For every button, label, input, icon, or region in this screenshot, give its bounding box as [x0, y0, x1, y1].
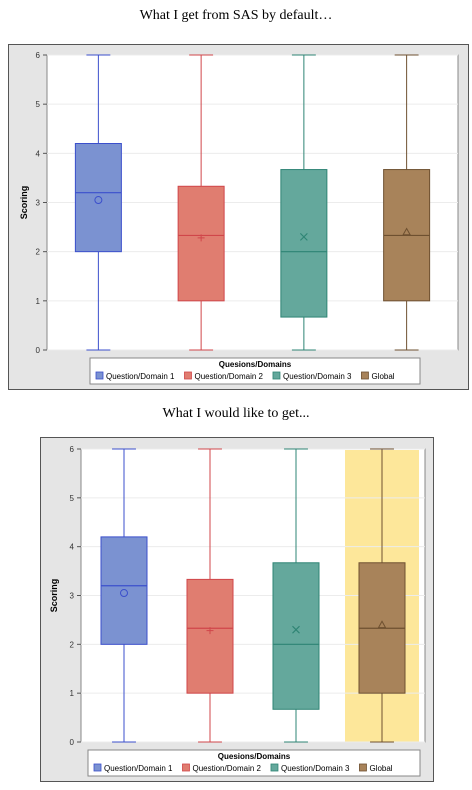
box-iqr: [74, 143, 122, 253]
legend-entry: Question/Domain 3: [283, 372, 352, 381]
legend-entry: Question/Domain 3: [281, 764, 350, 773]
y-tick-label: 6: [36, 51, 41, 60]
legend-box: [87, 749, 421, 777]
chart-panel-default: 0 1 2 3 4 5 6 Scoring Quesions/Domains Question/D…: [8, 44, 469, 390]
caption-top: What I get from SAS by default…: [139, 8, 333, 23]
x-axis-label: Quesions/Domains: [218, 752, 291, 761]
legend-swatch: [93, 763, 102, 772]
mean-marker-plus: [197, 234, 205, 242]
legend-swatch: [272, 371, 281, 380]
y-tick-label: 3: [70, 592, 75, 601]
y-tick-label: 4: [36, 149, 41, 158]
legend-swatch: [359, 763, 367, 772]
box-iqr: [186, 578, 234, 694]
mean-marker-circle: [94, 196, 103, 205]
mean-marker-triangle: [377, 620, 387, 629]
box-iqr: [272, 562, 320, 710]
y-tick-label: 1: [70, 689, 75, 698]
legend-entry: Question/Domain 1: [106, 372, 175, 381]
mean-marker-plus: [206, 627, 214, 635]
caption-bottom: What I would like to get...: [162, 406, 310, 421]
y-axis-label: Scoring: [19, 186, 29, 220]
legend-swatch: [361, 371, 369, 380]
box-iqr: [280, 169, 328, 318]
box-iqr: [177, 185, 225, 302]
mean-marker-circle: [120, 589, 128, 598]
boxplot-chart-default: 0 1 2 3 4 5 6 Scoring Quesions/Domains Question/D…: [19, 51, 459, 385]
legend-entry: Question/Domain 1: [104, 764, 173, 773]
legend-entry: Question/Domain 2: [194, 372, 263, 381]
y-axis-label: Scoring: [49, 579, 59, 613]
legend-box: [89, 357, 421, 385]
boxplot-chart-desired: 0 1 2 3 4 5 6 Scoring Quesions/Domains Question/D…: [49, 445, 426, 777]
y-tick-label: 6: [70, 445, 75, 454]
y-tick-label: 2: [36, 248, 41, 257]
legend-swatch: [182, 763, 190, 772]
x-axis-label: Quesions/Domains: [219, 360, 292, 369]
legend-entry: Question/Domain 2: [192, 764, 261, 773]
legend-entry: Global: [369, 764, 392, 773]
box-iqr: [100, 536, 148, 645]
y-tick-label: 1: [36, 297, 41, 306]
mean-marker-x: [292, 625, 300, 634]
y-tick-label: 4: [70, 543, 75, 552]
y-tick-label: 5: [70, 494, 75, 503]
legend-swatch: [95, 371, 104, 380]
mean-marker-triangle: [402, 227, 411, 236]
y-tick-label: 3: [36, 199, 41, 208]
y-tick-label: 2: [70, 640, 75, 649]
y-tick-label: 0: [36, 346, 41, 355]
y-tick-label: 5: [36, 100, 41, 109]
chart-panel-desired: 0 1 2 3 4 5 6 Scoring Quesions/Domains Question/D…: [40, 437, 434, 782]
legend-entry: Global: [371, 372, 394, 381]
legend-swatch: [184, 371, 192, 380]
legend-swatch: [270, 763, 279, 772]
y-tick-label: 0: [70, 738, 75, 747]
mean-marker-x: [299, 233, 308, 241]
